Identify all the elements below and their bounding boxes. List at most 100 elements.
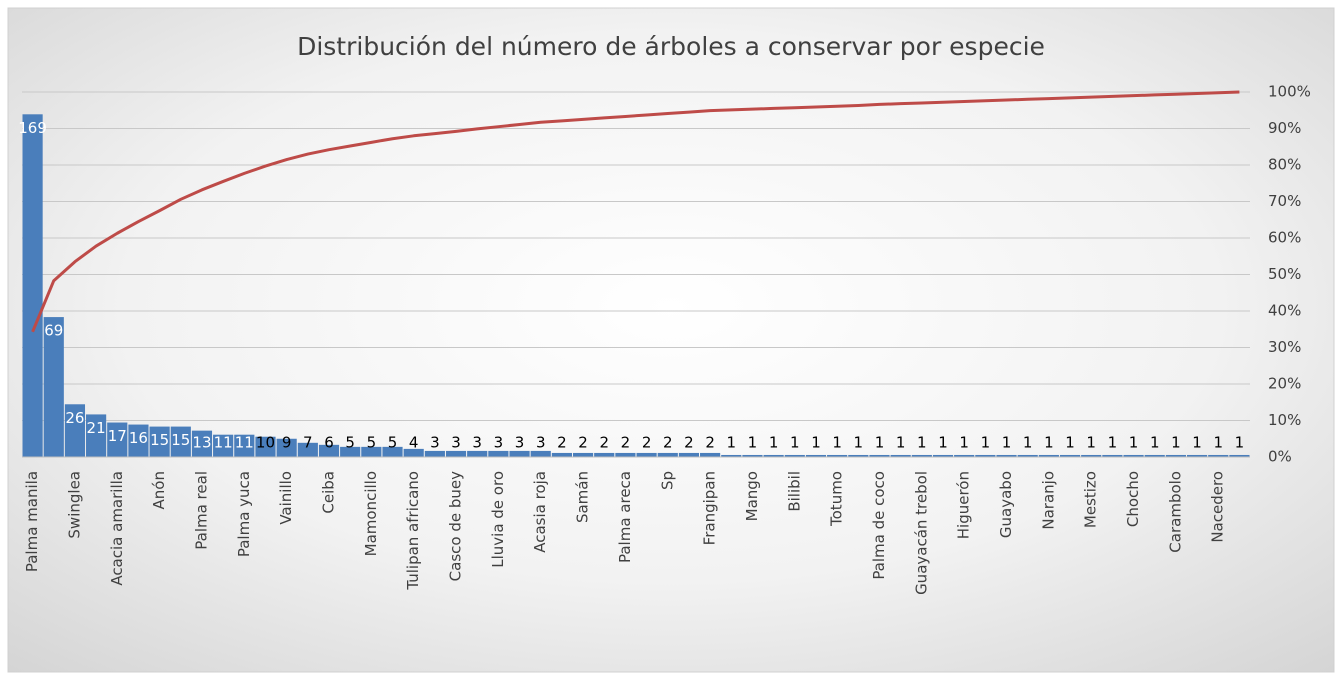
- data-label: 169: [18, 119, 47, 137]
- data-label: 1: [1044, 434, 1054, 452]
- bar: [975, 454, 996, 457]
- data-label: 1: [917, 434, 927, 452]
- data-label: 3: [451, 434, 461, 452]
- bar: [488, 450, 509, 457]
- bar: [763, 454, 784, 457]
- data-label: 1: [1108, 434, 1118, 452]
- x-tick-label: Mestizo: [1082, 471, 1100, 528]
- x-tick-label: Nacedero: [1209, 471, 1227, 543]
- bar: [1165, 454, 1186, 457]
- data-label: 1: [748, 434, 758, 452]
- bar: [869, 454, 890, 457]
- data-label: 17: [108, 427, 127, 445]
- bar: [213, 434, 234, 457]
- x-tick-label: Mamoncillo: [362, 471, 380, 556]
- data-label: 1: [1129, 434, 1139, 452]
- data-label: 2: [684, 434, 694, 452]
- x-tick-label: Chocho: [1124, 471, 1142, 527]
- data-label: 11: [214, 434, 233, 452]
- bar: [1208, 454, 1229, 457]
- bar: [1017, 454, 1038, 457]
- x-tick-label: Palma areca: [616, 471, 634, 563]
- data-label: 1: [854, 434, 864, 452]
- data-label: 3: [494, 434, 504, 452]
- y2-tick-label: 60%: [1268, 229, 1301, 247]
- data-label: 2: [599, 434, 609, 452]
- bar: [318, 444, 340, 457]
- bar: [678, 452, 700, 457]
- data-label: 5: [388, 434, 398, 452]
- data-label: 1: [1213, 434, 1223, 452]
- data-label: 3: [430, 434, 440, 452]
- x-tick-label: Mango: [743, 471, 761, 521]
- bar: [530, 450, 551, 457]
- bar: [1038, 454, 1059, 457]
- x-tick-label: Tulipan africano: [404, 471, 422, 591]
- x-tick-label: Acasia roja: [531, 471, 549, 553]
- bar: [1229, 454, 1250, 457]
- x-tick-label: Guayabo: [997, 471, 1015, 538]
- cumulative-line: [31, 90, 1240, 333]
- data-label: 26: [65, 409, 84, 427]
- x-tick-label: Ceiba: [320, 471, 338, 514]
- y2-tick-label: 70%: [1268, 192, 1301, 210]
- data-label: 2: [663, 434, 673, 452]
- data-label: 1: [896, 434, 906, 452]
- data-label: 1: [811, 434, 821, 452]
- data-label: 1: [769, 434, 779, 452]
- bar: [509, 450, 530, 457]
- bar: [445, 450, 467, 457]
- bar: [636, 452, 657, 457]
- bar: [657, 452, 678, 457]
- bar: [890, 454, 911, 457]
- data-label: 9: [282, 434, 292, 452]
- x-tick-label: Frangipan: [701, 471, 719, 545]
- y2-tick-label: 90%: [1268, 119, 1301, 137]
- data-label: 2: [557, 434, 567, 452]
- chart-background: [7, 7, 1335, 673]
- data-label: 1: [981, 434, 991, 452]
- bar: [382, 446, 403, 457]
- data-label: 1: [875, 434, 885, 452]
- data-label: 16: [129, 429, 148, 447]
- bar: [149, 426, 170, 457]
- bar: [22, 114, 43, 458]
- data-label: 1: [938, 434, 948, 452]
- bar: [467, 450, 488, 457]
- y2-tick-label: 80%: [1268, 156, 1301, 174]
- data-label: 11: [235, 434, 254, 452]
- y2-tick-label: 50%: [1268, 265, 1301, 283]
- bar: [700, 452, 721, 457]
- data-label: 4: [409, 434, 419, 452]
- data-label: 1: [1002, 434, 1012, 452]
- chart-title: Distribución del número de árboles a con…: [297, 32, 1045, 61]
- data-label: 5: [367, 434, 377, 452]
- x-tick-label: Totumo: [828, 471, 846, 527]
- bar: [954, 454, 975, 457]
- data-label: 1: [1023, 434, 1033, 452]
- data-label: 7: [303, 434, 313, 452]
- x-tick-label: Higuerón: [955, 471, 973, 539]
- data-label: 1: [1171, 434, 1181, 452]
- data-label: 21: [87, 419, 106, 437]
- data-label: 15: [150, 431, 169, 449]
- y2-tick-label: 0%: [1268, 448, 1292, 466]
- bar: [86, 414, 107, 457]
- data-label: 1: [832, 434, 842, 452]
- x-tick-label: Palma de coco: [870, 471, 888, 580]
- bar: [1186, 454, 1208, 457]
- bar: [784, 454, 805, 457]
- data-label: 1: [1086, 434, 1096, 452]
- bar: [827, 454, 848, 457]
- data-label: 1: [959, 434, 969, 452]
- x-tick-label: Bilibil: [785, 471, 803, 512]
- data-label: 69: [44, 322, 63, 340]
- bar: [107, 422, 128, 457]
- bar: [572, 452, 594, 457]
- data-label: 1: [790, 434, 800, 452]
- data-label: 2: [705, 434, 715, 452]
- data-label: 2: [621, 434, 631, 452]
- data-label: 3: [536, 434, 546, 452]
- bar: [996, 454, 1017, 457]
- bar: [805, 454, 827, 457]
